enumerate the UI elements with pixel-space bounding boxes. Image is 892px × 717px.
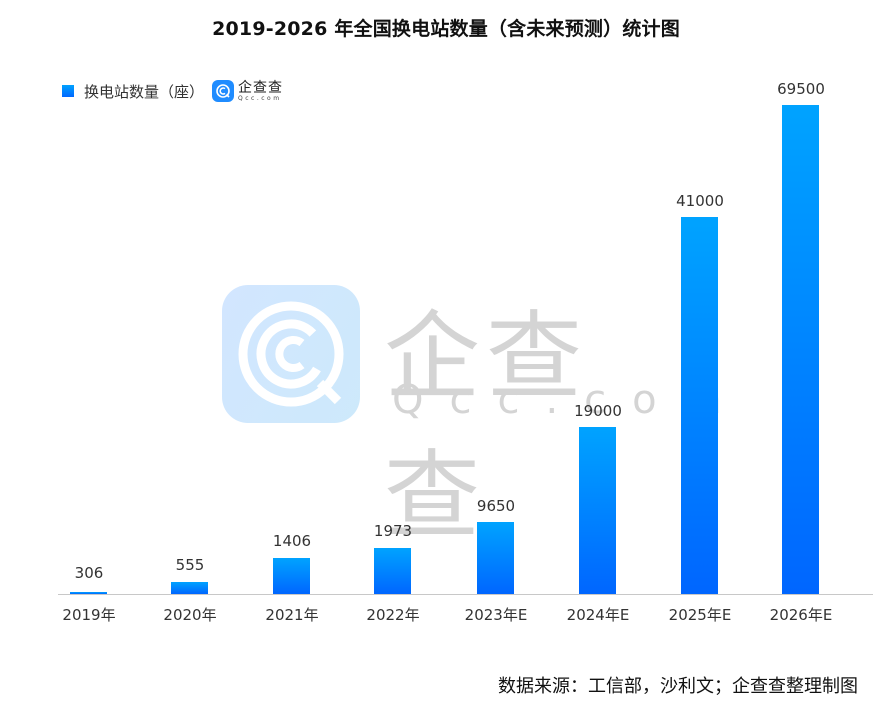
category-label: 2019年 [62,606,116,624]
brand-name: 企查查 [238,79,284,96]
bar-value: 1973 [373,522,413,540]
legend-swatch [62,85,74,97]
category-label: 2021年 [265,606,319,624]
bar-value: 555 [175,556,205,574]
bar-group: 69500 2026年E [756,0,846,640]
legend-label: 换电站数量（座） [84,82,205,101]
bar-group: 1973 2022年 [348,0,438,640]
bar-group: 555 2020年 [145,0,235,640]
bar-group: 9650 2023年E [451,0,541,640]
category-label: 2026年E [769,606,833,624]
chart-title: 2019-2026 年全国换电站数量（含未来预测）统计图 [212,18,680,40]
bar-group: 19000 2024年E [553,0,643,640]
bar[interactable] [782,105,819,594]
bar-value: 306 [74,564,104,582]
category-label: 2023年E [464,606,528,624]
data-source: 数据来源：工信部，沙利文；企查查整理制图 [498,676,858,697]
qcc-logo-icon [212,80,235,102]
bar-value: 9650 [476,497,516,515]
brand-domain: Qcc.com [238,94,282,102]
bar-value: 19000 [574,402,622,420]
category-label: 2024年E [566,606,630,624]
bar[interactable] [374,548,411,594]
bar[interactable] [171,582,208,594]
legend: 换电站数量（座） 企查查 Qcc.com [62,80,283,102]
bar[interactable] [477,522,514,594]
bar[interactable] [681,217,718,594]
bar[interactable] [273,558,310,594]
bar-group: 41000 2025年E [655,0,745,640]
category-label: 2020年 [163,606,217,624]
category-label: 2025年E [668,606,732,624]
bar-group: 1406 2021年 [247,0,337,640]
bar-value: 1406 [272,532,312,550]
brand-logo: 企查查 Qcc.com [212,80,283,102]
x-axis [58,594,873,595]
category-label: 2022年 [366,606,420,624]
plot-area: 306 2019年 555 2020年 1406 2021年 1973 2022… [40,0,873,640]
bar-value: 69500 [777,80,825,98]
bar-value: 41000 [676,192,724,210]
bar-group: 306 2019年 [44,0,134,640]
bar[interactable] [579,427,616,594]
bar[interactable] [70,591,107,594]
